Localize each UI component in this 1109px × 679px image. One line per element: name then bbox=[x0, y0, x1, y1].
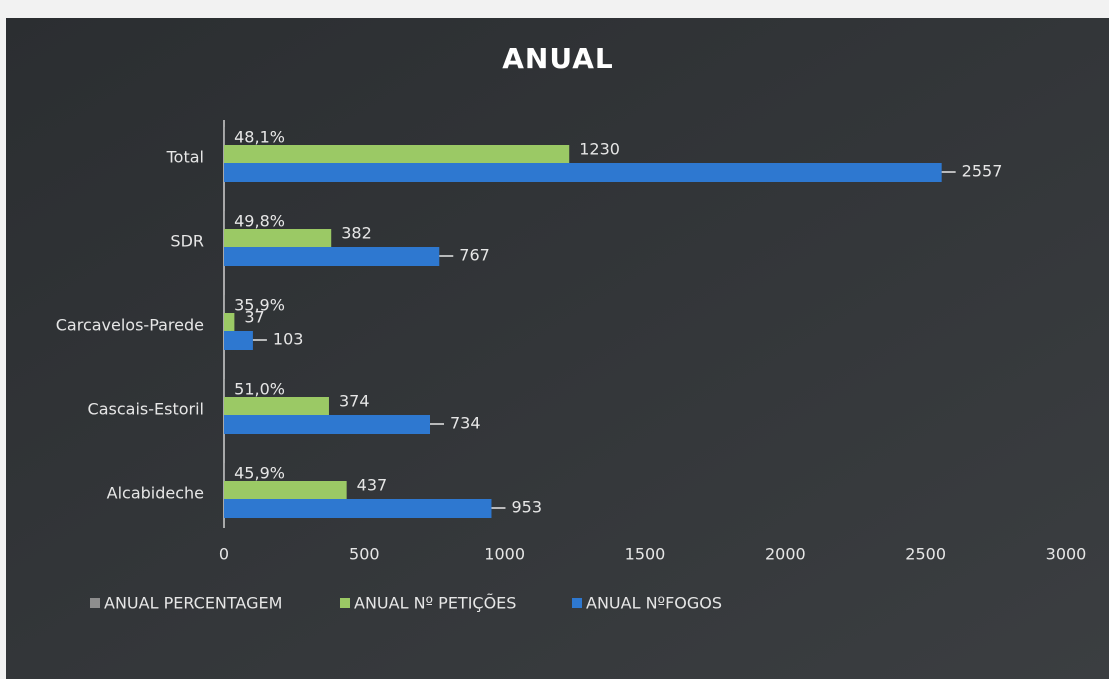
category-label: SDR bbox=[170, 232, 204, 251]
data-label: 437 bbox=[357, 476, 388, 495]
bar bbox=[224, 499, 492, 518]
legend-swatch bbox=[340, 598, 350, 608]
data-label: 382 bbox=[341, 224, 372, 243]
data-label: 45,9% bbox=[234, 464, 285, 483]
legend-label: ANUAL Nº PETIÇÕES bbox=[354, 594, 516, 613]
data-label: 767 bbox=[459, 246, 490, 265]
bar bbox=[224, 229, 332, 249]
data-label: 1230 bbox=[579, 140, 620, 159]
bar bbox=[224, 415, 431, 434]
bar bbox=[224, 313, 235, 333]
bar bbox=[224, 247, 440, 266]
data-label: 734 bbox=[450, 414, 481, 433]
bar bbox=[224, 145, 570, 165]
data-label: 103 bbox=[273, 330, 304, 349]
legend-swatch bbox=[90, 598, 100, 608]
legend-swatch bbox=[572, 598, 582, 608]
data-label: 953 bbox=[511, 498, 542, 517]
x-tick-label: 2500 bbox=[905, 545, 946, 564]
x-tick-label: 3000 bbox=[1046, 545, 1087, 564]
legend-label: ANUAL NºFOGOS bbox=[586, 594, 722, 613]
data-label: 2557 bbox=[962, 162, 1003, 181]
bar bbox=[224, 331, 253, 350]
x-tick-label: 1000 bbox=[484, 545, 525, 564]
category-label: Total bbox=[166, 148, 204, 167]
category-label: Alcabideche bbox=[107, 484, 204, 503]
category-label: Cascais-Estoril bbox=[88, 400, 204, 419]
data-label: 48,1% bbox=[234, 128, 285, 147]
x-tick-label: 0 bbox=[219, 545, 229, 564]
x-tick-label: 2000 bbox=[765, 545, 806, 564]
data-label: 37 bbox=[244, 308, 264, 327]
chart-background bbox=[6, 18, 1109, 679]
data-label: 51,0% bbox=[234, 380, 285, 399]
x-tick-label: 500 bbox=[349, 545, 380, 564]
chart-title: ANUAL bbox=[502, 42, 614, 75]
bar bbox=[224, 163, 942, 182]
data-label: 374 bbox=[339, 392, 370, 411]
data-label: 49,8% bbox=[234, 212, 285, 231]
x-tick-label: 1500 bbox=[625, 545, 666, 564]
bar bbox=[224, 397, 329, 417]
category-label: Carcavelos-Parede bbox=[56, 316, 204, 335]
bar bbox=[224, 481, 347, 501]
data-label: 35,9% bbox=[234, 296, 285, 315]
legend-label: ANUAL PERCENTAGEM bbox=[104, 594, 282, 613]
